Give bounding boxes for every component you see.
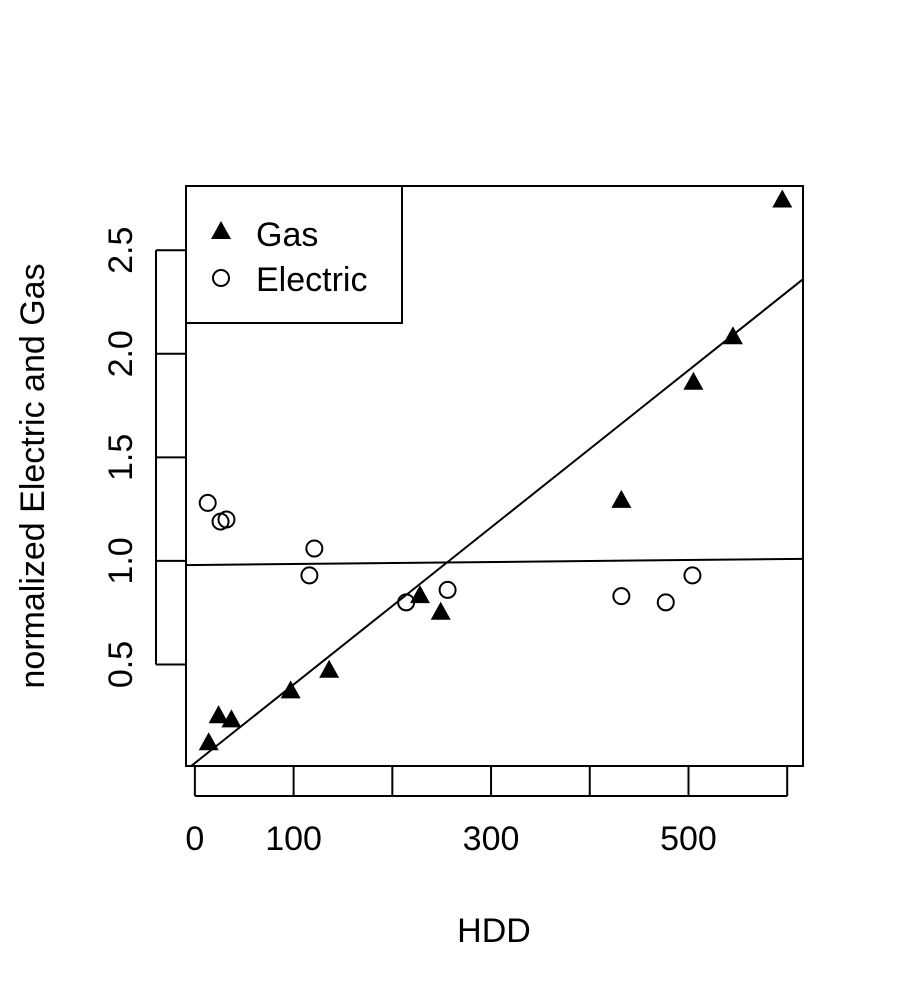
y-tick-label: 2.0 — [102, 330, 140, 377]
gas-point — [683, 371, 704, 390]
y-axis: 0.5 1.0 1.5 2.0 2.5 — [102, 227, 186, 688]
electric-point — [397, 593, 416, 612]
gas-point — [280, 680, 301, 699]
x-tick-label: 100 — [265, 820, 322, 858]
gas-point — [319, 659, 340, 678]
gas-point — [198, 732, 219, 751]
gas-point — [772, 189, 793, 208]
electric-point — [300, 566, 319, 585]
gas-point — [208, 705, 229, 724]
x-axis: 0 100 300 500 — [185, 766, 789, 858]
electric-point — [217, 510, 236, 529]
fit-lines — [186, 278, 803, 766]
electric-point — [438, 580, 457, 599]
y-tick-label: 1.5 — [102, 434, 140, 481]
gas-point — [611, 489, 632, 508]
y-axis-label: normalized Electric and Gas — [14, 263, 52, 688]
fit-line-electric — [186, 557, 803, 567]
x-tick-label: 300 — [463, 820, 520, 858]
electric-series — [198, 493, 702, 612]
gas-point — [221, 709, 242, 728]
gas-series — [198, 189, 793, 751]
plot-area-border — [185, 185, 804, 767]
legend-gas-label: Gas — [256, 216, 318, 254]
y-tick-label: 1.0 — [102, 537, 140, 584]
legend-gas-marker — [211, 221, 231, 239]
electric-point — [305, 539, 324, 558]
x-axis-label: HDD — [457, 912, 531, 950]
y-tick-label: 2.5 — [102, 227, 140, 274]
x-tick-label: 0 — [185, 820, 204, 858]
electric-point — [656, 593, 675, 612]
legend-electric-marker — [212, 269, 230, 287]
legend: Gas Electric — [185, 185, 403, 324]
gas-point — [409, 585, 430, 604]
y-tick-label: 0.5 — [102, 641, 140, 688]
legend-electric-label: Electric — [256, 261, 367, 299]
gas-point — [722, 326, 743, 345]
electric-point — [198, 493, 217, 512]
legend-box — [185, 185, 403, 324]
x-tick-label: 500 — [660, 820, 717, 858]
electric-point — [683, 566, 702, 585]
fit-line-gas — [189, 278, 803, 766]
gas-point — [430, 601, 451, 620]
electric-point — [612, 587, 631, 606]
